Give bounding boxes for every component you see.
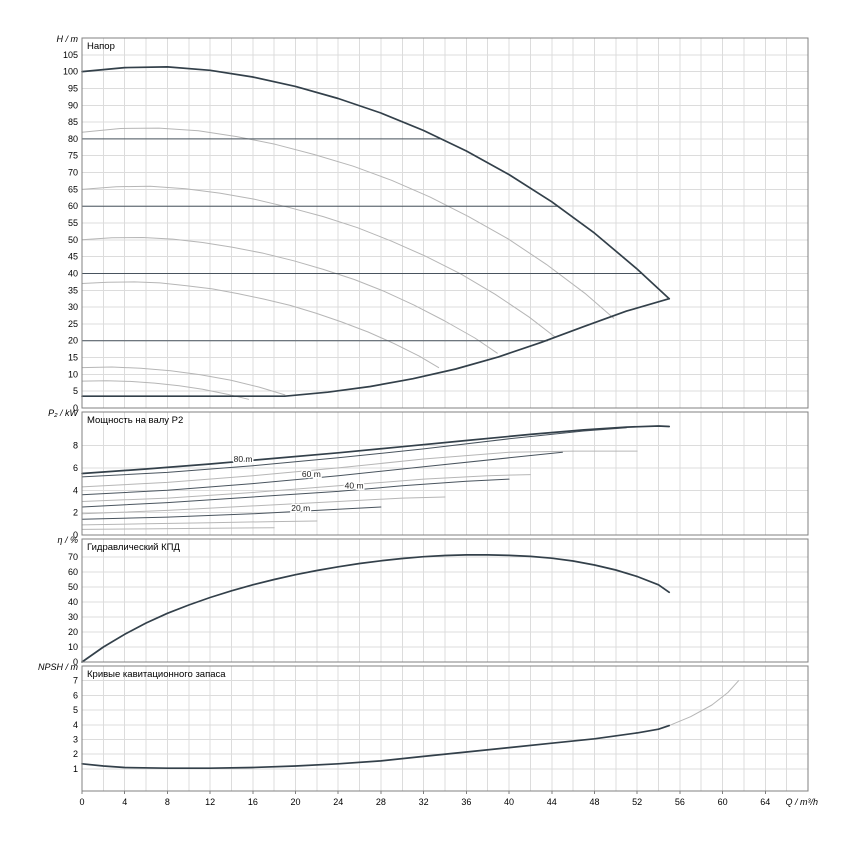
y-tick-label: 20: [68, 336, 78, 346]
y-tick-label: 2: [73, 508, 78, 518]
y-axis-unit-label: NPSH / m: [38, 662, 79, 672]
y-tick-label: 60: [68, 201, 78, 211]
series-npsh-extension: [668, 680, 740, 727]
series-p2-curve-c: [81, 496, 446, 515]
y-tick-label: 0: [73, 403, 78, 413]
x-tick-label: 36: [461, 797, 471, 807]
panel-title: Мощность на валу P2: [87, 415, 183, 426]
y-tick-label: 50: [68, 235, 78, 245]
series-speed-curve-82: [81, 127, 615, 319]
series-speed-curve-37: [81, 281, 440, 369]
y-tick-label: 0: [73, 530, 78, 540]
y-tick-label: 105: [63, 50, 78, 60]
y-tick-label: 40: [68, 268, 78, 278]
x-tick-label: 56: [675, 797, 685, 807]
y-tick-label: 6: [73, 463, 78, 473]
x-tick-label: 12: [205, 797, 215, 807]
y-tick-label: 90: [68, 100, 78, 110]
series-efficiency-curve: [81, 554, 671, 663]
y-tick-label: 0: [73, 657, 78, 667]
panel-border: [81, 665, 809, 792]
x-tick-label: 24: [333, 797, 343, 807]
y-tick-label: 8: [73, 441, 78, 451]
y-tick-label: 7: [73, 676, 78, 686]
x-tick-label: 20: [291, 797, 301, 807]
series-p2-curve-e: [81, 527, 275, 530]
series-p2-max-speed: [81, 425, 671, 475]
series-speed-curve-12: [81, 366, 286, 396]
curve-label: 20 m: [291, 503, 310, 513]
series-p2-60m: [81, 451, 563, 496]
series-p2-20m: [81, 506, 382, 520]
x-axis-label: Q / m³/h: [785, 797, 818, 807]
y-tick-label: 15: [68, 353, 78, 363]
y-tick-label: 10: [68, 642, 78, 652]
y-tick-label: 1: [73, 764, 78, 774]
x-tick-label: 52: [632, 797, 642, 807]
x-tick-label: 4: [122, 797, 127, 807]
series-speed-curve-50: [81, 237, 498, 354]
y-axis-unit-label: η / %: [57, 535, 78, 545]
y-tick-label: 75: [68, 151, 78, 161]
x-tick-label: 48: [589, 797, 599, 807]
y-tick-label: 4: [73, 720, 78, 730]
y-tick-label: 2: [73, 749, 78, 759]
x-tick-label: 60: [718, 797, 728, 807]
y-tick-label: 80: [68, 134, 78, 144]
y-tick-label: 85: [68, 117, 78, 127]
y-tick-label: 40: [68, 597, 78, 607]
panel-border: [81, 538, 809, 663]
series-p2-curve-b: [81, 474, 531, 502]
x-tick-label: 32: [419, 797, 429, 807]
series-min-speed-envelope: [81, 297, 671, 398]
y-tick-label: 5: [73, 705, 78, 715]
y-tick-label: 20: [68, 627, 78, 637]
y-tick-label: 100: [63, 67, 78, 77]
series-npsh-curve: [81, 724, 671, 770]
y-tick-label: 30: [68, 302, 78, 312]
series-speed-curve-65: [81, 185, 556, 338]
y-axis-unit-label: P₂ / kW: [48, 408, 79, 418]
x-tick-label: 8: [165, 797, 170, 807]
x-tick-label: 64: [760, 797, 770, 807]
series-p2-40m: [81, 478, 510, 508]
y-tick-label: 55: [68, 218, 78, 228]
y-tick-label: 5: [73, 386, 78, 396]
x-tick-label: 28: [376, 797, 386, 807]
y-tick-label: 70: [68, 552, 78, 562]
x-tick-label: 40: [504, 797, 514, 807]
panel-border: [81, 411, 809, 536]
curve-label: 60 m: [302, 469, 321, 479]
y-tick-label: 10: [68, 369, 78, 379]
panel-title: Кривые кавитационного запаса: [87, 669, 226, 680]
series-p2-curve-d: [81, 520, 318, 526]
curve-label: 40 m: [345, 481, 364, 491]
y-tick-label: 6: [73, 690, 78, 700]
y-tick-label: 4: [73, 485, 78, 495]
y-tick-label: 3: [73, 735, 78, 745]
y-tick-label: 50: [68, 582, 78, 592]
series-max-speed-curve: [81, 66, 671, 300]
y-tick-label: 60: [68, 567, 78, 577]
series-p2-80m: [81, 427, 627, 478]
x-tick-label: 0: [79, 797, 84, 807]
series-speed-curve-8: [81, 380, 250, 400]
curve-label: 80 m: [234, 454, 253, 464]
y-tick-label: 70: [68, 168, 78, 178]
panel-title: Напор: [87, 41, 115, 52]
panel-border: [81, 37, 809, 409]
y-tick-label: 25: [68, 319, 78, 329]
y-tick-label: 65: [68, 184, 78, 194]
x-tick-label: 44: [547, 797, 557, 807]
series-p2-curve-a: [81, 450, 638, 488]
y-tick-label: 35: [68, 285, 78, 295]
y-tick-label: 45: [68, 252, 78, 262]
y-tick-label: 30: [68, 612, 78, 622]
x-tick-label: 16: [248, 797, 258, 807]
y-tick-label: 95: [68, 83, 78, 93]
panel-title: Гидравлический КПД: [87, 542, 180, 553]
y-axis-unit-label: H / m: [57, 34, 79, 44]
